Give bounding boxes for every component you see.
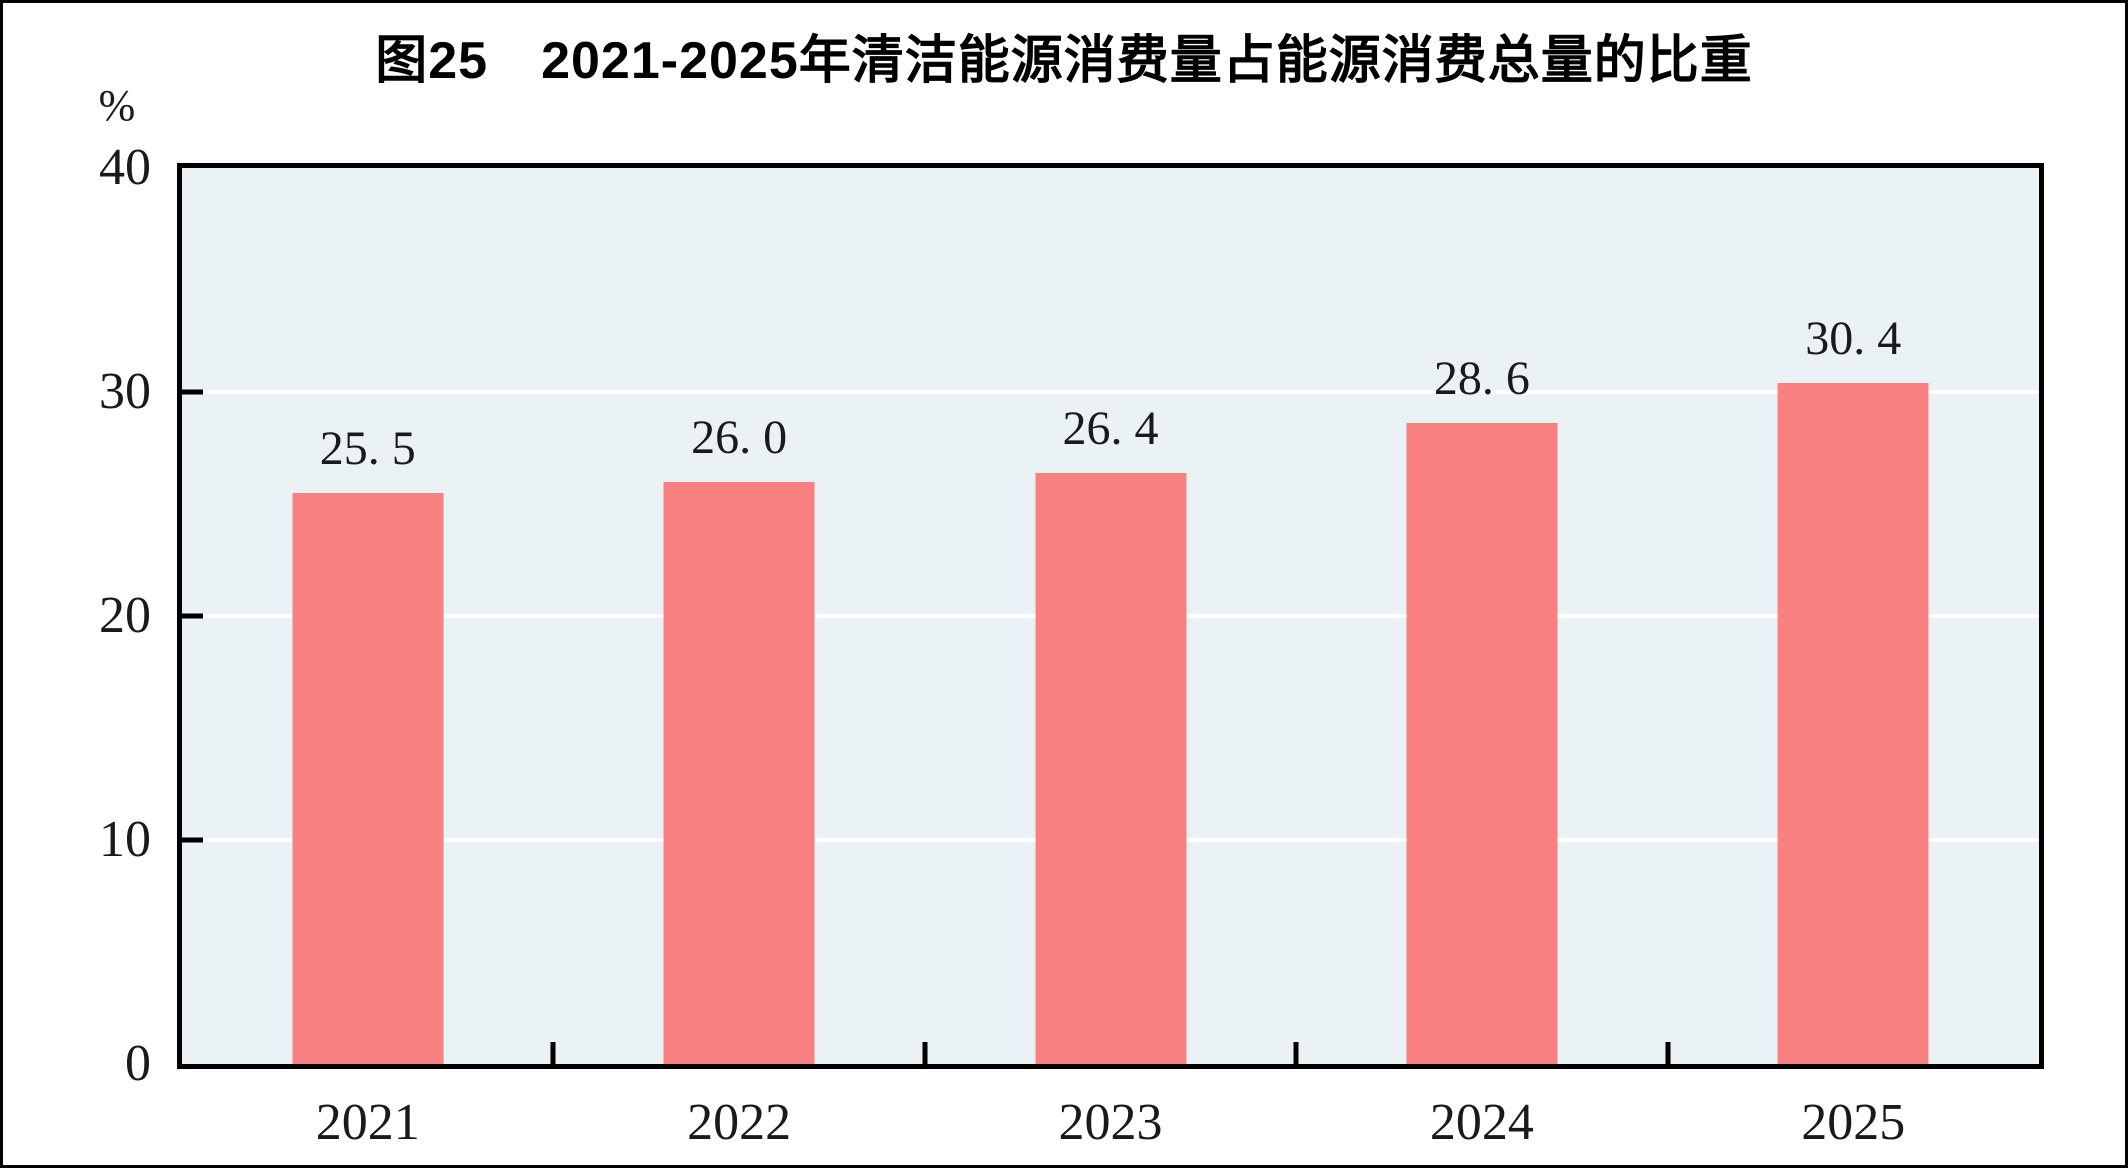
chart-title: 图25 2021-2025年清洁能源消费量占能源消费总量的比重 [375, 32, 1753, 90]
bar [663, 481, 815, 1064]
y-axis-tick [182, 389, 203, 395]
x-axis-tick [550, 1042, 556, 1064]
x-tick-label: 2021 [315, 1094, 420, 1151]
gridline [182, 390, 2039, 394]
bar-value-label: 26. 0 [691, 410, 788, 464]
bar-value-label: 28. 6 [1433, 352, 1530, 406]
x-tick-label: 2023 [1058, 1094, 1163, 1151]
bar-value-label: 25. 5 [319, 421, 416, 475]
y-tick-label: 40 [99, 139, 151, 196]
bar-value-label: 26. 4 [1062, 401, 1159, 455]
x-axis-tick [1293, 1042, 1299, 1064]
y-tick-label: 10 [99, 811, 151, 868]
y-tick-label: 30 [99, 363, 151, 420]
x-tick-label: 2025 [1801, 1094, 1906, 1151]
bar [1406, 423, 1558, 1064]
plot-area-inner: 25. 5 26. 0 26. 4 28. 6 30. 4 [182, 168, 2039, 1064]
x-axis-tick [922, 1042, 928, 1064]
plot-area: 25. 5 26. 0 26. 4 28. 6 30. 4 [177, 163, 2044, 1069]
y-tick-label: 20 [99, 587, 151, 644]
x-tick-label: 2022 [687, 1094, 792, 1151]
y-axis-tick [182, 837, 203, 843]
x-axis-tick [1665, 1042, 1671, 1064]
y-tick-label: 0 [125, 1035, 151, 1092]
y-axis-tick [182, 613, 203, 619]
bar [1035, 472, 1186, 1064]
bar [292, 492, 444, 1064]
y-axis-unit-label: % [98, 81, 136, 130]
x-axis: 2021 2022 2023 2024 2025 [182, 1089, 2039, 1161]
x-tick-label: 2024 [1429, 1094, 1534, 1151]
y-axis: 0 10 20 30 40 [3, 142, 151, 1090]
bar-value-label: 30. 4 [1805, 312, 1902, 366]
bar [1777, 383, 1929, 1064]
